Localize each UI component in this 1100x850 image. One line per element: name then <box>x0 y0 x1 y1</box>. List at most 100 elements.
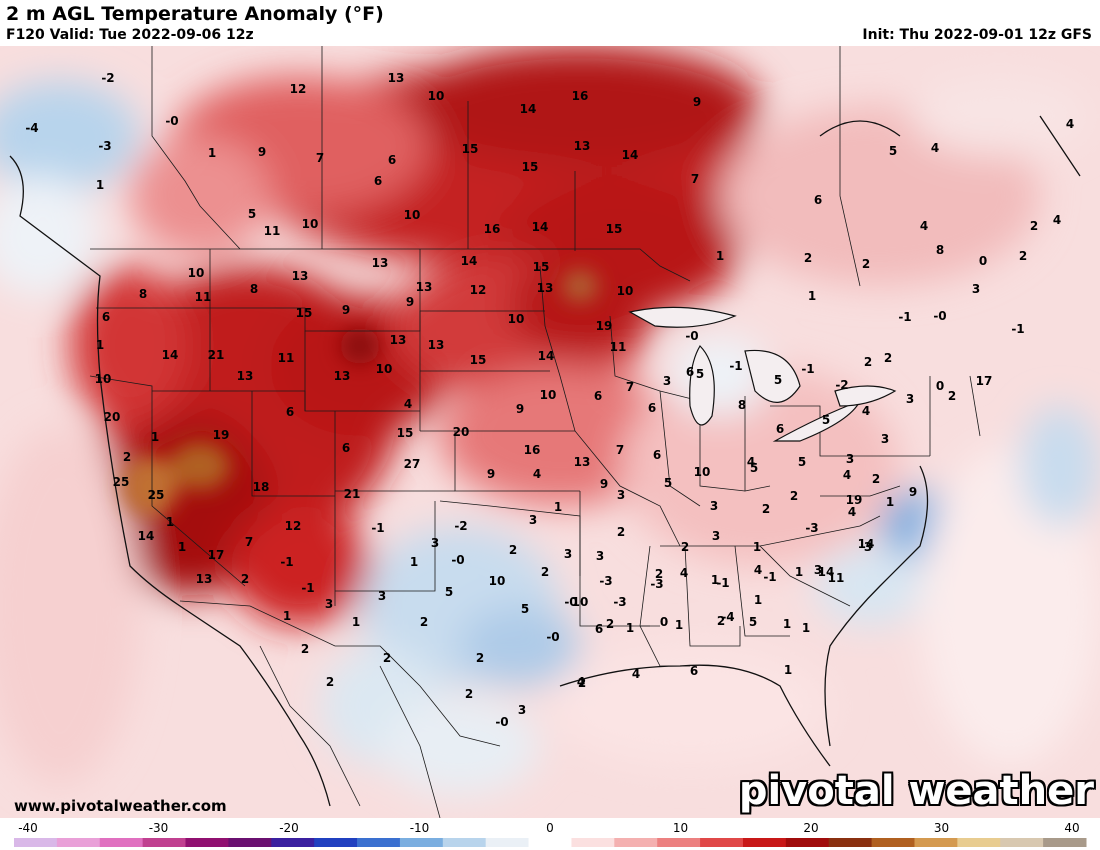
colorbar-swatch <box>314 838 358 847</box>
anomaly-label: 3 <box>617 488 625 502</box>
map-title: 2 m AGL Temperature Anomaly (°F) <box>6 3 384 25</box>
anomaly-label: -1 <box>371 521 384 535</box>
anomaly-label: 25 <box>113 475 130 489</box>
anomaly-label: 2 <box>1030 219 1038 233</box>
anomaly-label: 3 <box>712 529 720 543</box>
anomaly-label: 3 <box>596 549 604 563</box>
anomaly-label: 2 <box>383 651 391 665</box>
anomaly-label: 1 <box>711 573 719 587</box>
anomaly-label: 10 <box>572 595 589 609</box>
colorbar-swatch <box>357 838 401 847</box>
init-time: Init: Thu 2022-09-01 12z GFS <box>862 27 1092 43</box>
anomaly-label: 6 <box>814 193 822 207</box>
anomaly-label: -3 <box>98 139 111 153</box>
colorbar-swatch <box>99 838 144 847</box>
anomaly-label: 1 <box>802 621 810 635</box>
anomaly-label: 4 <box>577 675 585 689</box>
anomaly-label: 1 <box>410 555 418 569</box>
anomaly-label: -0 <box>564 595 577 609</box>
anomaly-label: 13 <box>390 333 407 347</box>
anomaly-label: 6 <box>594 389 602 403</box>
anomaly-label: 1 <box>554 500 562 514</box>
anomaly-label: 6 <box>286 405 294 419</box>
anomaly-label: 3 <box>710 499 718 513</box>
anomaly-label: 2 <box>862 257 870 271</box>
anomaly-label: 11 <box>278 351 295 365</box>
anomaly-label: 19 <box>846 493 863 507</box>
anomaly-label: -0 <box>685 329 698 343</box>
anomaly-label: 17 <box>208 548 225 562</box>
anomaly-label: 11 <box>828 571 845 585</box>
anomaly-label: 4 <box>680 566 688 580</box>
anomaly-label: -1 <box>763 570 776 584</box>
anomaly-label: 11 <box>195 290 212 304</box>
colorbar-swatch <box>871 838 915 847</box>
anomaly-label: 2 <box>509 543 517 557</box>
anomaly-label: 13 <box>372 256 389 270</box>
anomaly-label: 14 <box>532 220 549 234</box>
anomaly-label: 2 <box>465 687 473 701</box>
anomaly-label: 5 <box>774 373 782 387</box>
anomaly-label: 2 <box>717 614 725 628</box>
colorbar-swatch <box>185 838 229 847</box>
colorbar-tick-label: 30 <box>934 821 949 835</box>
anomaly-label: 14 <box>858 537 875 551</box>
anomaly-label: 14 <box>818 565 835 579</box>
anomaly-label: 4 <box>754 563 762 577</box>
colorbar-swatch <box>914 838 958 847</box>
anomaly-label: 8 <box>139 287 147 301</box>
anomaly-label: -2 <box>835 378 848 392</box>
anomaly-label: 3 <box>972 282 980 296</box>
anomaly-label: 8 <box>250 282 258 296</box>
anomaly-label: 1 <box>283 609 291 623</box>
anomaly-label: 13 <box>428 338 445 352</box>
anomaly-label: 9 <box>516 402 524 416</box>
colorbar-tick-label: 0 <box>546 821 554 835</box>
anomaly-label: 6 <box>776 422 784 436</box>
anomaly-label: 5 <box>749 615 757 629</box>
anomaly-label: -0 <box>451 553 464 567</box>
anomaly-label: 2 <box>790 489 798 503</box>
anomaly-label: 15 <box>533 260 550 274</box>
anomaly-label: -1 <box>729 359 742 373</box>
anomaly-label: 5 <box>521 602 529 616</box>
colorbar-swatch <box>571 838 615 847</box>
anomaly-label: 9 <box>600 477 608 491</box>
anomaly-label: -1 <box>301 581 314 595</box>
anomaly-label: 14 <box>461 254 478 268</box>
anomaly-label: 6 <box>388 153 396 167</box>
anomaly-label: 6 <box>342 441 350 455</box>
colorbar-swatch <box>828 838 873 847</box>
anomaly-label: -1 <box>280 555 293 569</box>
anomaly-label: 2 <box>1019 249 1027 263</box>
website-link[interactable]: www.pivotalweather.com <box>14 797 227 815</box>
colorbar-tick-label: -30 <box>149 821 169 835</box>
anomaly-label: 3 <box>529 513 537 527</box>
anomaly-label: -3 <box>613 595 626 609</box>
anomaly-label: 2 <box>884 351 892 365</box>
anomaly-label: 7 <box>626 380 634 394</box>
anomaly-label: 3 <box>814 563 822 577</box>
anomaly-label: -4 <box>25 121 38 135</box>
colorbar-tick-label: 10 <box>673 821 688 835</box>
anomaly-label: 3 <box>325 597 333 611</box>
anomaly-label: 1 <box>754 593 762 607</box>
anomaly-label: 3 <box>518 703 526 717</box>
anomaly-label: -0 <box>495 715 508 729</box>
anomaly-label: 2 <box>541 565 549 579</box>
anomaly-label: 5 <box>445 585 453 599</box>
anomaly-label: 11 <box>610 340 627 354</box>
anomaly-label: 7 <box>616 443 624 457</box>
anomaly-label: 12 <box>290 82 307 96</box>
anomaly-label: 2 <box>301 642 309 656</box>
anomaly-label: 12 <box>470 283 487 297</box>
anomaly-label: 1 <box>96 338 104 352</box>
anomaly-label: -3 <box>805 521 818 535</box>
anomaly-label: 20 <box>453 425 470 439</box>
anomaly-label: -2 <box>454 519 467 533</box>
anomaly-label: 9 <box>909 485 917 499</box>
valid-time: F120 Valid: Tue 2022-09-06 12z <box>6 27 254 43</box>
anomaly-label: 13 <box>574 455 591 469</box>
